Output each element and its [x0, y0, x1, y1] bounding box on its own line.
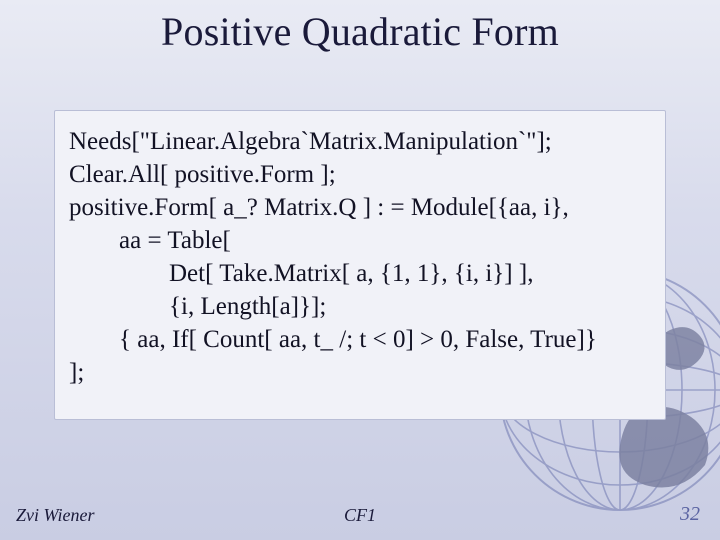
code-line: Clear.All[ positive.Form ]; — [69, 161, 336, 188]
code-line: { aa, If[ Count[ aa, t_ /; t < 0] > 0, F… — [69, 326, 597, 353]
footer: Zvi Wiener CF1 32 — [0, 502, 720, 526]
slide-title: Positive Quadratic Form — [0, 8, 720, 55]
code-line: {i, Length[a]}]; — [69, 293, 326, 320]
slide: Positive Quadratic Form Needs["Linear.Al… — [0, 0, 720, 540]
footer-center: CF1 — [0, 505, 720, 526]
code-block: Needs["Linear.Algebra`Matrix.Manipulatio… — [54, 110, 666, 420]
code-line: positive.Form[ a_? Matrix.Q ] : = Module… — [69, 194, 569, 221]
code-line: Needs["Linear.Algebra`Matrix.Manipulatio… — [69, 128, 552, 155]
code-line: ]; — [69, 359, 84, 386]
page-number: 32 — [680, 503, 700, 526]
code-line: aa = Table[ — [69, 227, 231, 254]
code-line: Det[ Take.Matrix[ a, {1, 1}, {i, i}] ], — [69, 260, 533, 287]
